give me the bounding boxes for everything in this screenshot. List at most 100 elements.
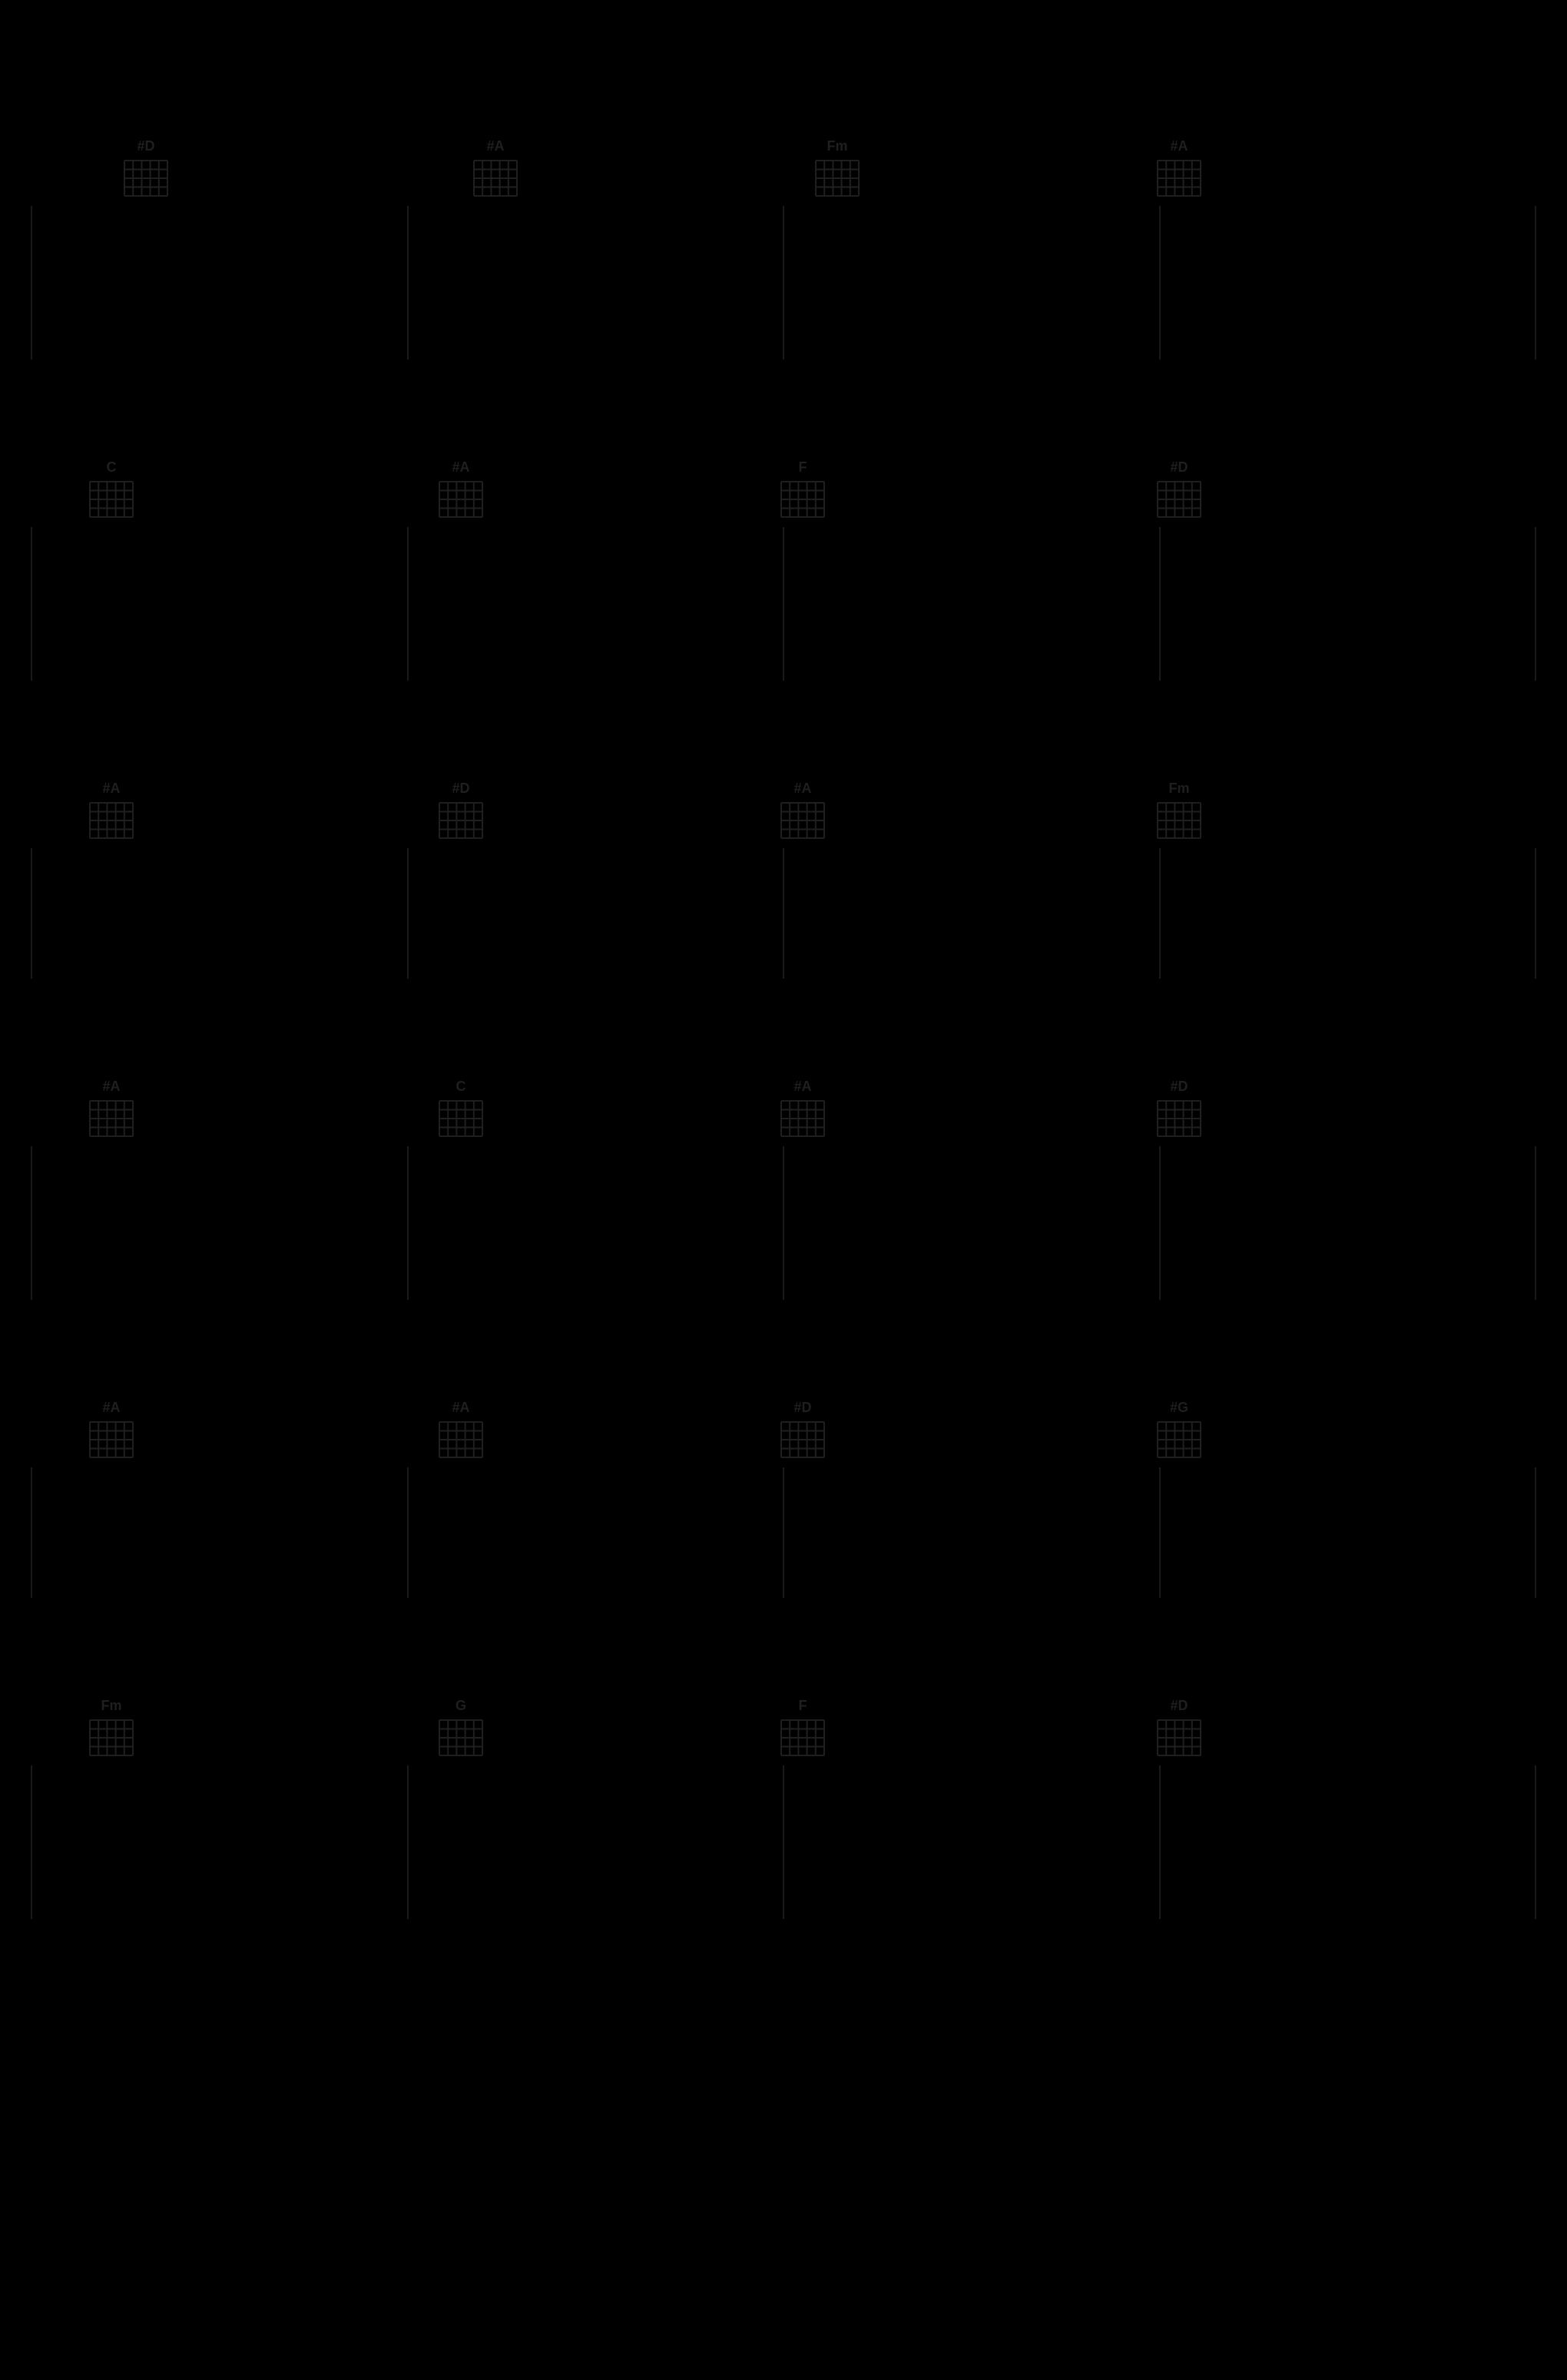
chord-slot: G bbox=[438, 1698, 484, 1757]
chord-grid bbox=[438, 480, 484, 519]
measure bbox=[1161, 1765, 1536, 1919]
chord-slot: #D bbox=[438, 781, 484, 840]
chord-layer: #A #A #D #G bbox=[31, 1400, 1536, 1461]
chord-slot: #A bbox=[438, 459, 484, 519]
chord-grid bbox=[438, 801, 484, 840]
measure-row: C #A F #D bbox=[31, 459, 1536, 681]
chord-name: Fm bbox=[1169, 781, 1190, 797]
chord-grid bbox=[472, 159, 518, 197]
chord-slot: C bbox=[438, 1079, 484, 1138]
chord-name: #D bbox=[137, 138, 154, 154]
chord-diagram: F bbox=[780, 1698, 826, 1757]
measure bbox=[1161, 1467, 1536, 1598]
chord-diagram: #D bbox=[1156, 1698, 1202, 1757]
measure bbox=[409, 527, 785, 681]
chord-layer: #A C #A #D bbox=[31, 1079, 1536, 1140]
bar-container bbox=[31, 527, 1536, 681]
chord-slot: #A bbox=[780, 781, 826, 840]
chord-grid bbox=[780, 1099, 826, 1138]
bar-container bbox=[31, 1765, 1536, 1919]
staff-bar bbox=[31, 848, 1536, 979]
measure bbox=[784, 1765, 1161, 1919]
staff-bar bbox=[31, 1146, 1536, 1300]
measure bbox=[1161, 527, 1536, 681]
chord-grid bbox=[1156, 1420, 1202, 1459]
measure bbox=[409, 848, 785, 979]
chord-chart-page: #D #A Fm #A C #A F #D #A #D #A Fm #A C #A #D #A #A #D #G Fm G… bbox=[0, 0, 1567, 2380]
chord-slot: #A bbox=[1156, 138, 1202, 197]
chord-name: F bbox=[799, 459, 807, 476]
chord-grid bbox=[88, 1099, 134, 1138]
chord-name: #D bbox=[1170, 459, 1188, 476]
measure bbox=[1161, 206, 1536, 360]
chord-name: Fm bbox=[827, 138, 848, 154]
staff-bar bbox=[31, 527, 1536, 681]
chord-name: #A bbox=[102, 1400, 120, 1416]
chord-slot: #D bbox=[123, 138, 169, 197]
measure bbox=[409, 1467, 785, 1598]
chord-name: Fm bbox=[101, 1698, 122, 1714]
measure bbox=[32, 1467, 409, 1598]
chord-slot: #A bbox=[472, 138, 518, 197]
chord-grid bbox=[780, 480, 826, 519]
measure-row: #A C #A #D bbox=[31, 1079, 1536, 1300]
chord-slot: #A bbox=[438, 1400, 484, 1459]
chord-diagram: C bbox=[438, 1079, 484, 1138]
chord-grid bbox=[88, 480, 134, 519]
measure bbox=[32, 527, 409, 681]
chord-diagram: #D bbox=[123, 138, 169, 197]
measure-row: #A #D #A Fm bbox=[31, 781, 1536, 979]
chord-diagram: #A bbox=[88, 781, 134, 840]
staff-bar bbox=[31, 206, 1536, 360]
chord-diagram: F bbox=[780, 459, 826, 519]
chord-name: #A bbox=[1170, 138, 1188, 154]
chord-grid bbox=[438, 1420, 484, 1459]
measure bbox=[784, 1146, 1161, 1300]
chord-slot: F bbox=[780, 459, 826, 519]
chord-diagram: #A bbox=[88, 1079, 134, 1138]
chord-grid bbox=[1156, 1719, 1202, 1757]
measure bbox=[784, 848, 1161, 979]
chord-name: #D bbox=[452, 781, 469, 797]
chord-grid bbox=[1156, 1099, 1202, 1138]
measure bbox=[784, 206, 1161, 360]
chord-name: #D bbox=[1170, 1698, 1188, 1714]
chord-diagram: #A bbox=[472, 138, 518, 197]
chord-diagram: #A bbox=[1156, 138, 1202, 197]
chord-diagram: #G bbox=[1156, 1400, 1202, 1459]
measure-row: #A #A #D #G bbox=[31, 1400, 1536, 1598]
bar-container bbox=[31, 848, 1536, 979]
chord-diagram: #A bbox=[88, 1400, 134, 1459]
chord-layer: C #A F #D bbox=[31, 459, 1536, 521]
measure-row: #D #A Fm #A bbox=[31, 138, 1536, 360]
chord-name: #A bbox=[452, 459, 469, 476]
staff-bar bbox=[31, 1765, 1536, 1919]
chord-diagram: G bbox=[438, 1698, 484, 1757]
chord-grid bbox=[1156, 159, 1202, 197]
chord-diagram: Fm bbox=[814, 138, 860, 197]
staff-bar bbox=[31, 1467, 1536, 1598]
measure bbox=[32, 848, 409, 979]
chord-diagram: C bbox=[88, 459, 134, 519]
bar-container bbox=[31, 1467, 1536, 1598]
chord-grid bbox=[88, 1719, 134, 1757]
chord-diagram: Fm bbox=[1156, 781, 1202, 840]
chord-grid bbox=[1156, 801, 1202, 840]
chord-slot: #A bbox=[88, 1400, 134, 1459]
chord-name: C bbox=[107, 459, 117, 476]
chord-slot: C bbox=[88, 459, 134, 519]
chord-slot: #A bbox=[780, 1079, 826, 1138]
measure bbox=[32, 1146, 409, 1300]
chord-diagram: #D bbox=[780, 1400, 826, 1459]
chord-name: #D bbox=[793, 1400, 811, 1416]
chord-grid bbox=[438, 1099, 484, 1138]
chord-diagram: #D bbox=[1156, 1079, 1202, 1138]
chord-slot: #G bbox=[1156, 1400, 1202, 1459]
chord-name: #D bbox=[1170, 1079, 1188, 1095]
chord-diagram: #D bbox=[1156, 459, 1202, 519]
chord-slot: #D bbox=[1156, 459, 1202, 519]
chord-grid bbox=[780, 1420, 826, 1459]
chord-slot: #A bbox=[88, 781, 134, 840]
chord-name: C bbox=[456, 1079, 466, 1095]
chord-layer: #A #D #A Fm bbox=[31, 781, 1536, 842]
